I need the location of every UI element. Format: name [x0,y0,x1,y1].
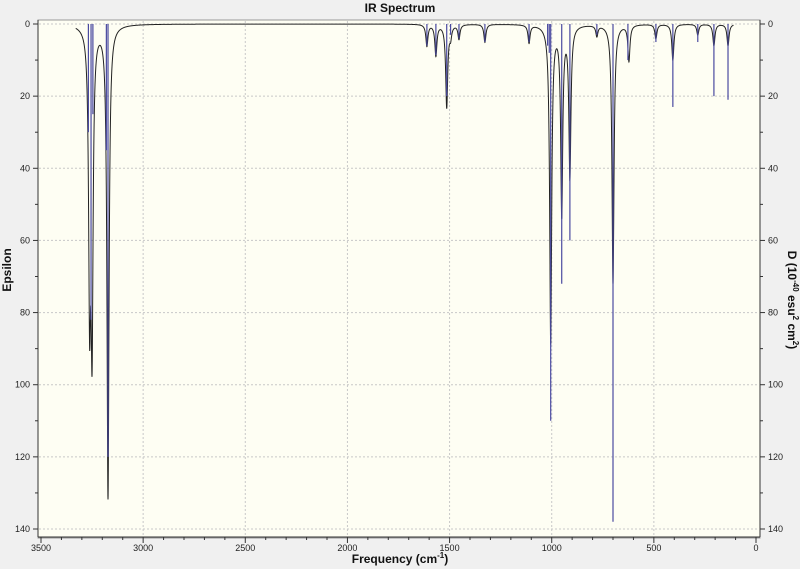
x-tick-label: 1000 [542,543,562,553]
x-tick-label: 0 [753,543,758,553]
y-axis-left-label: Epsilon [0,248,14,291]
y-left-tick-label: 80 [20,308,30,318]
spectrum-curve-group [75,23,734,500]
spectrum-line [75,23,734,500]
x-tick-label: 500 [646,543,661,553]
chart-title: IR Spectrum [365,1,436,15]
sticks-group [87,24,729,522]
y-left-tick-label: 40 [20,163,30,173]
y-left-tick-label: 100 [15,380,30,390]
x-tick-label: 3500 [31,543,51,553]
y-left-tick-label: 60 [20,235,30,245]
y-left-tick-label: 20 [20,91,30,101]
y-left-tick-label: 0 [25,19,30,29]
plot-area [37,19,761,539]
y-right-tick-label: 120 [768,452,783,462]
x-axis-label: Frequency (cm-1) [352,551,448,566]
y-right-tick-label: 40 [768,163,778,173]
x-tick-label: 1500 [440,543,460,553]
y-right-tick-label: 140 [768,524,783,534]
x-tick-label: 2000 [337,543,357,553]
y-right-tick-label: 80 [768,308,778,318]
axes: 3500 3000 2500 2000 1500 1000 500 0 0 0 20 20 40 40 60… [15,19,783,553]
x-tick-label: 3000 [133,543,153,553]
x-tick-label: 2500 [235,543,255,553]
y-axis-right-label: D (10-40 esu2 cm2) [785,251,800,350]
y-left-tick-label: 120 [15,452,30,462]
y-right-tick-label: 100 [768,380,783,390]
y-right-tick-label: 60 [768,235,778,245]
y-right-tick-label: 0 [768,19,773,29]
y-right-tick-label: 20 [768,91,778,101]
y-left-tick-label: 140 [15,524,30,534]
